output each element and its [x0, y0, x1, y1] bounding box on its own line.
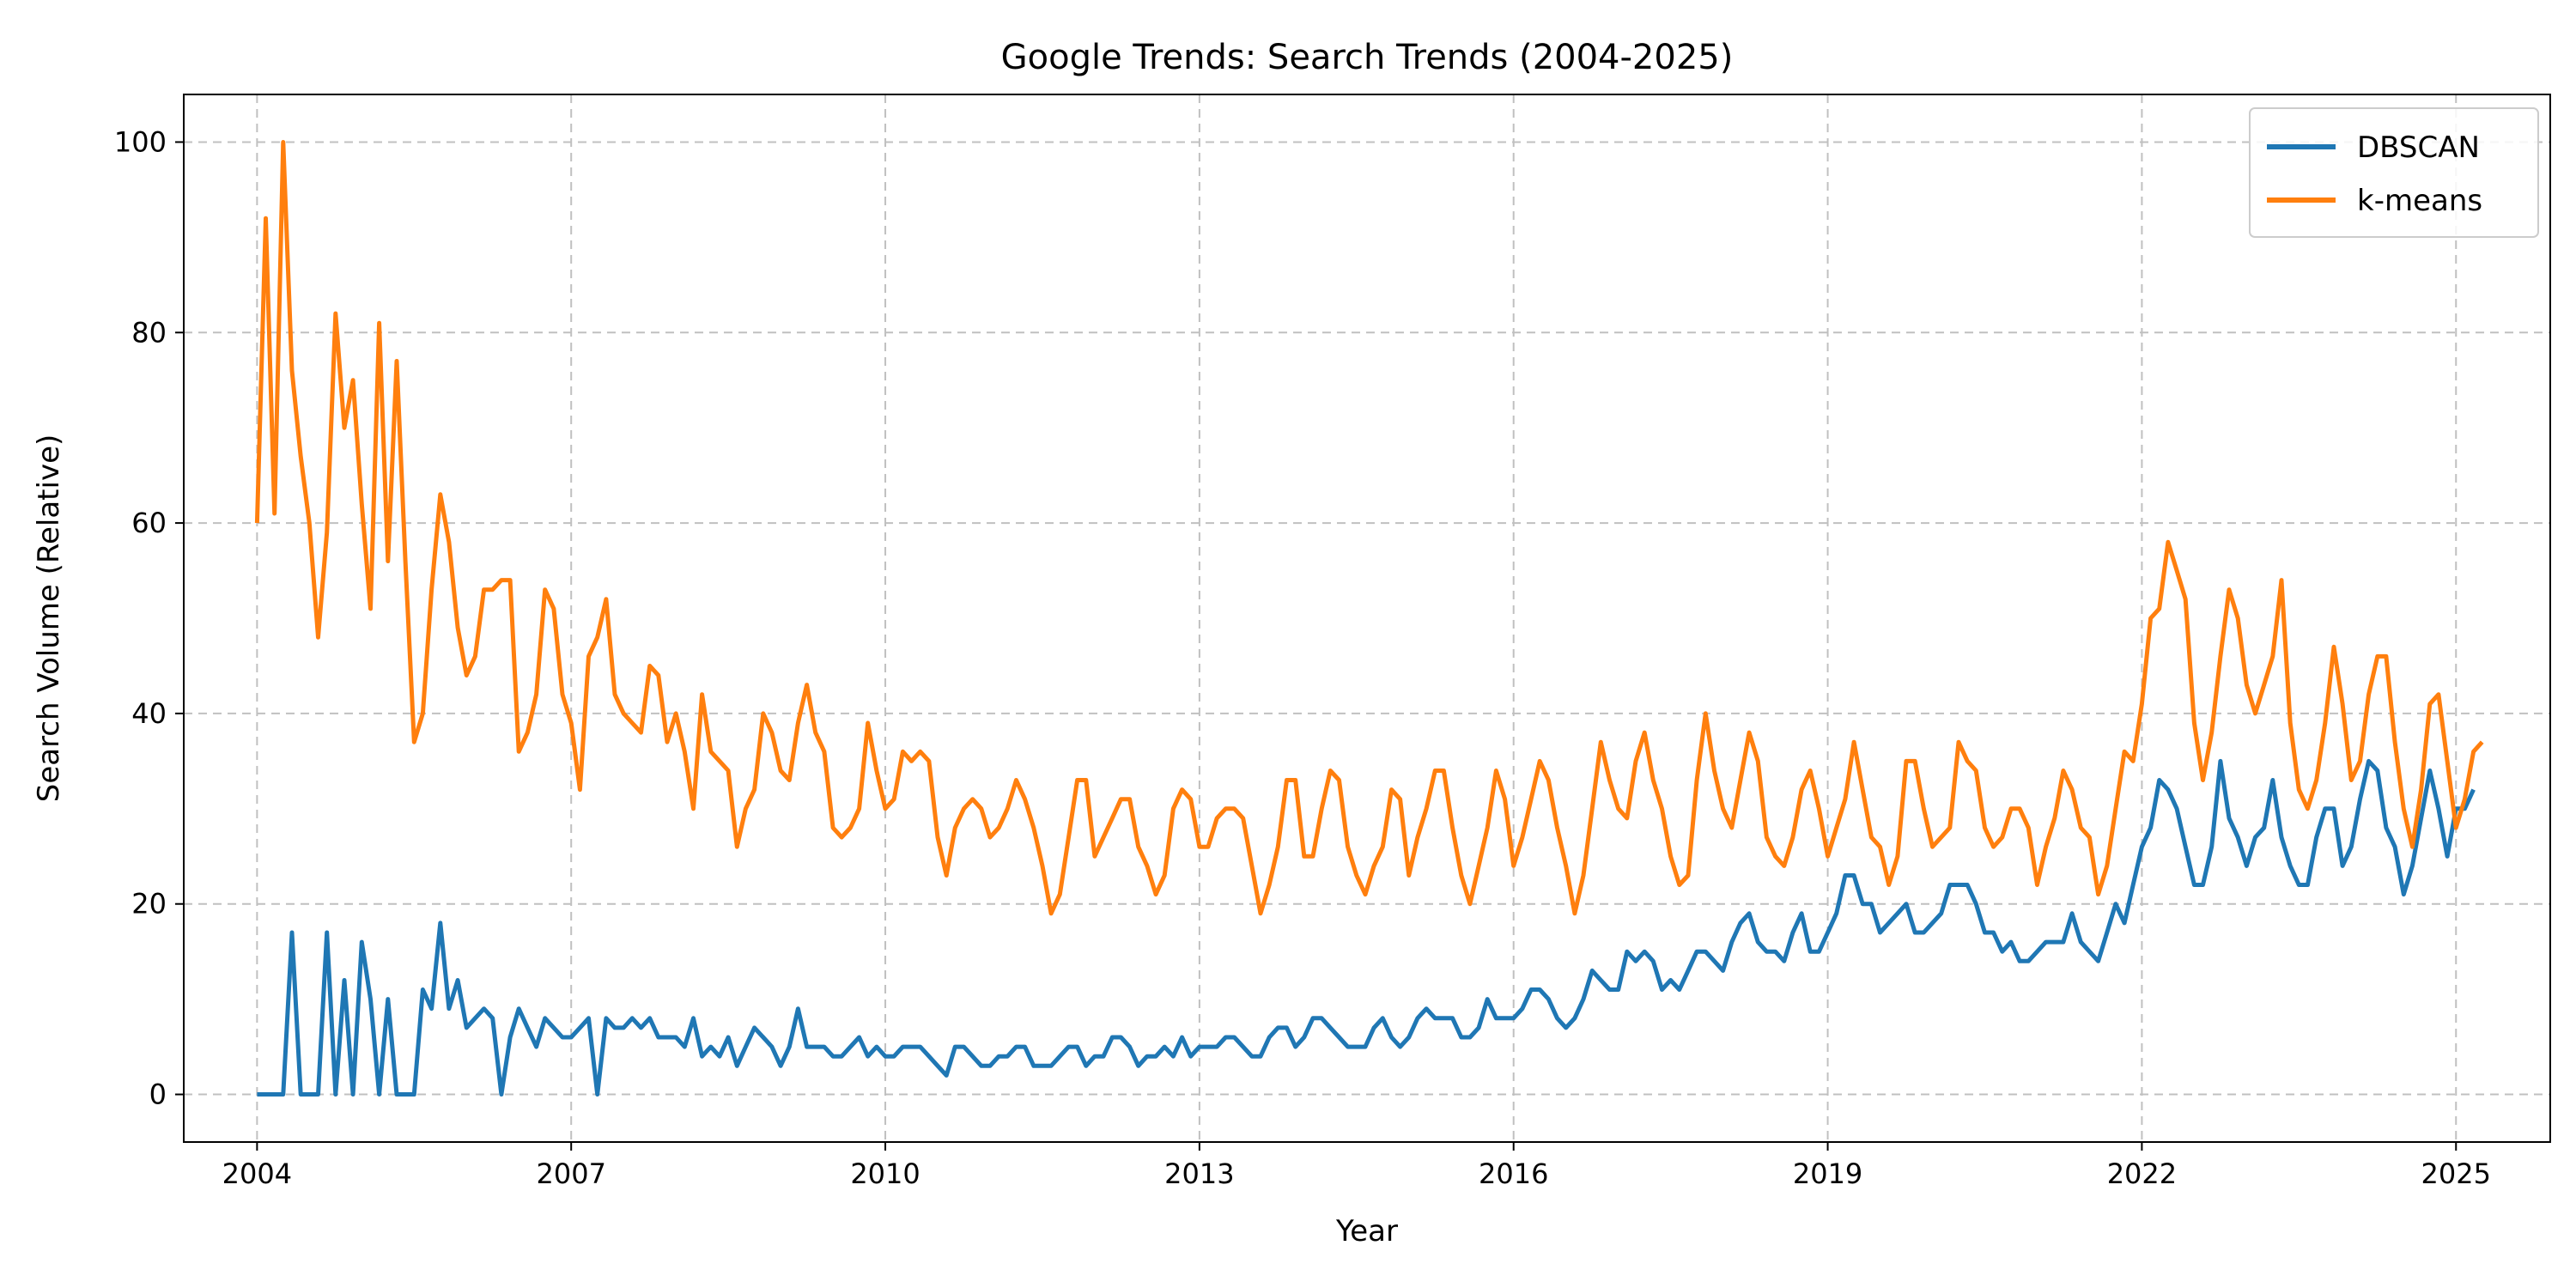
y-tick-label: 20 [131, 888, 167, 920]
x-tick-label: 2016 [1479, 1157, 1548, 1190]
y-tick-label: 100 [114, 125, 167, 158]
x-tick-label: 2019 [1793, 1157, 1862, 1190]
x-tick-label: 2022 [2107, 1157, 2177, 1190]
series-line-dbscan [257, 758, 2476, 1097]
plot-frame [183, 94, 2551, 1143]
chart-title: Google Trends: Search Trends (2004-2025) [1001, 38, 1734, 77]
series-line-k-means [254, 140, 2484, 916]
x-tick-label: 2007 [536, 1157, 605, 1190]
x-tick-label: 2025 [2421, 1157, 2491, 1190]
legend-box [2249, 107, 2539, 238]
y-tick-label: 0 [149, 1078, 167, 1111]
x-tick-label: 2010 [850, 1157, 920, 1190]
y-tick-label: 40 [131, 697, 167, 730]
x-axis-label: Year [1335, 1214, 1398, 1249]
x-tick-label: 2013 [1164, 1157, 1234, 1190]
legend: DBSCAN k-means [2249, 107, 2539, 238]
x-tick-label: 2004 [222, 1157, 292, 1190]
y-axis: 0 20 40 60 80 100 [114, 125, 184, 1111]
legend-label: DBSCAN [2357, 131, 2480, 165]
y-tick-label: 60 [131, 507, 167, 539]
x-axis: 2004 2007 2010 2013 2016 2019 2022 2025 [222, 1142, 2491, 1190]
series-layer [254, 140, 2484, 1097]
y-axis-label: Search Volume (Relative) [32, 434, 66, 803]
grid [184, 94, 2550, 1142]
legend-label: k-means [2357, 184, 2482, 218]
y-tick-label: 80 [131, 316, 167, 349]
